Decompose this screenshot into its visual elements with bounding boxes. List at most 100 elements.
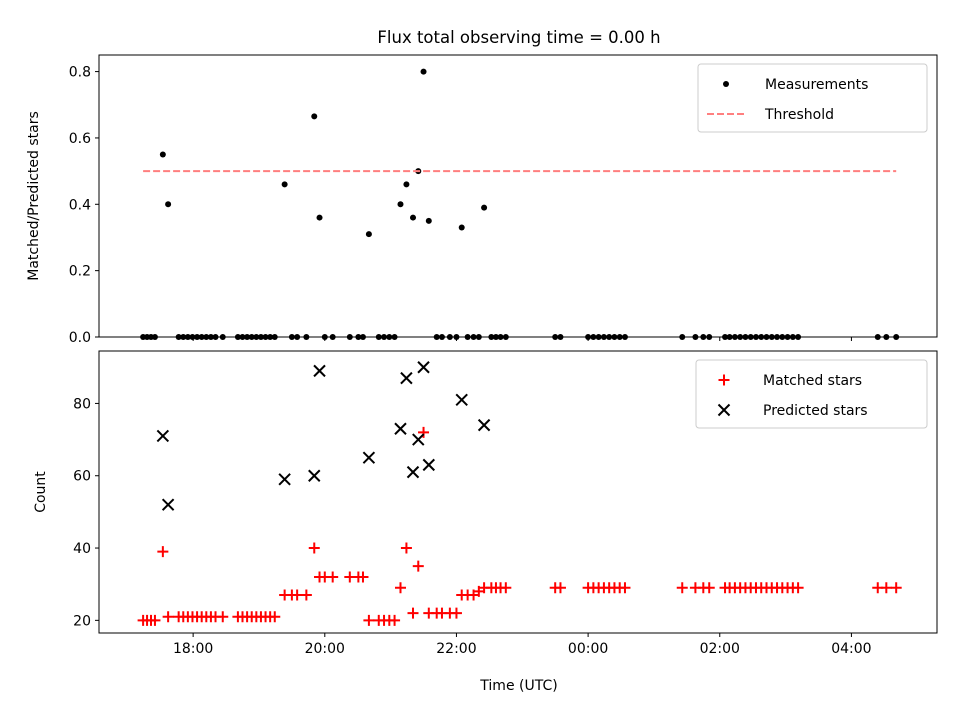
measurement-point: [722, 334, 729, 340]
measurement-point: [212, 334, 219, 340]
measurement-point: [706, 334, 713, 340]
measurement-point: [557, 334, 564, 340]
measurement-point: [239, 334, 246, 340]
matched-stars-point: [389, 614, 401, 626]
bottom-legend: Matched stars Predicted stars: [695, 359, 928, 429]
measurement-point: [763, 334, 770, 340]
matched-stars-point: [450, 607, 462, 619]
measurement-point: [590, 334, 597, 340]
measurement-point: [159, 151, 166, 158]
measurement-point: [458, 224, 465, 231]
measurement-point: [488, 334, 495, 340]
top-y-axis-label: Matched/Predicted stars: [26, 111, 42, 281]
predicted-stars-point: [156, 429, 170, 443]
matched-stars-point: [327, 571, 339, 583]
legend-predicted-handle: [717, 403, 731, 417]
measurement-point: [752, 334, 759, 340]
measurement-point: [375, 334, 382, 340]
measurement-point: [616, 334, 623, 340]
measurement-point: [271, 334, 278, 340]
measurement-point: [606, 334, 613, 340]
measurement-point: [464, 334, 471, 340]
measurement-point: [893, 334, 900, 340]
bottom-axes: 18:00 20:00 22:00 00:00 02:00 04:00 20 40 60 80 Co…: [33, 350, 938, 657]
measurement-point: [184, 334, 191, 340]
bottom-legend-box: [695, 359, 928, 429]
bottom-y-tick-label: 20: [73, 613, 91, 629]
legend-matched-handle: [718, 374, 730, 386]
measurement-point: [492, 334, 499, 340]
measurement-point: [219, 334, 226, 340]
measurement-point: [552, 334, 559, 340]
measurement-point: [194, 334, 201, 340]
top-y-tick-label: 0.2: [69, 264, 91, 280]
measurement-point: [346, 334, 353, 340]
measurement-point: [779, 334, 786, 340]
measurement-point: [207, 334, 214, 340]
measurement-point: [248, 334, 255, 340]
matched-stars-point: [149, 614, 161, 626]
measurement-point: [595, 334, 602, 340]
measurement-point: [410, 214, 417, 221]
figure-title: Flux total observing time = 0.00 h: [377, 28, 660, 47]
measurement-point: [446, 334, 453, 340]
measurement-point: [321, 334, 328, 340]
predicted-stars-point: [161, 498, 175, 511]
measurement-point: [189, 334, 196, 340]
measurement-point: [303, 334, 310, 340]
measurement-point: [403, 181, 410, 188]
top-legend: Measurements Threshold: [697, 63, 928, 133]
measurement-point: [600, 334, 607, 340]
top-legend-label: Threshold: [764, 107, 834, 123]
measurement-point: [355, 334, 362, 340]
predicted-stars-point: [477, 418, 491, 432]
measurement-point: [611, 334, 618, 340]
matched-stars-point: [619, 582, 631, 594]
measurement-point: [234, 334, 241, 340]
predicted-stars-point: [406, 465, 420, 479]
matched-stars-point: [407, 607, 419, 619]
matched-stars-point: [300, 589, 312, 601]
matched-stars-point: [394, 582, 406, 594]
top-y-tick-label: 0.0: [69, 330, 91, 346]
measurement-point: [438, 334, 445, 340]
predicted-stars-point: [400, 371, 413, 385]
measurement-point: [768, 334, 775, 340]
measurement-point: [795, 334, 802, 340]
measurement-point: [294, 334, 301, 340]
bottom-legend-label: Matched stars: [763, 373, 862, 389]
matched-stars-point: [792, 582, 804, 594]
bottom-legend-label: Predicted stars: [763, 403, 868, 419]
measurement-point: [359, 334, 366, 340]
measurement-point: [742, 334, 749, 340]
measurement-point: [475, 334, 482, 340]
measurement-point: [262, 334, 269, 340]
measurement-point: [502, 334, 509, 340]
measurement-point: [692, 334, 699, 340]
measurement-point: [203, 334, 210, 340]
measurement-point: [311, 113, 318, 120]
measurement-point: [747, 334, 754, 340]
measurement-point: [198, 334, 205, 340]
measurement-point: [420, 68, 427, 75]
measurement-point: [425, 217, 432, 224]
x-tick-label: 22:00: [436, 641, 476, 657]
top-legend-label: Measurements: [765, 77, 868, 93]
measurement-point: [288, 334, 295, 340]
matched-stars-point: [554, 582, 566, 594]
x-tick-label: 18:00: [173, 641, 213, 657]
measurement-point: [391, 334, 398, 340]
bottom-y-tick-label: 60: [73, 469, 91, 485]
measurement-point: [316, 214, 323, 221]
predicted-stars-point: [313, 364, 326, 378]
predicted-stars-point: [362, 451, 376, 464]
bottom-axes-frame: [98, 350, 938, 634]
matched-stars-point: [269, 611, 281, 623]
measurement-point: [774, 334, 781, 340]
measurement-point: [585, 334, 592, 340]
measurement-point: [737, 334, 744, 340]
measurement-point: [253, 334, 260, 340]
x-tick-label: 00:00: [568, 641, 608, 657]
measurement-point: [470, 334, 477, 340]
